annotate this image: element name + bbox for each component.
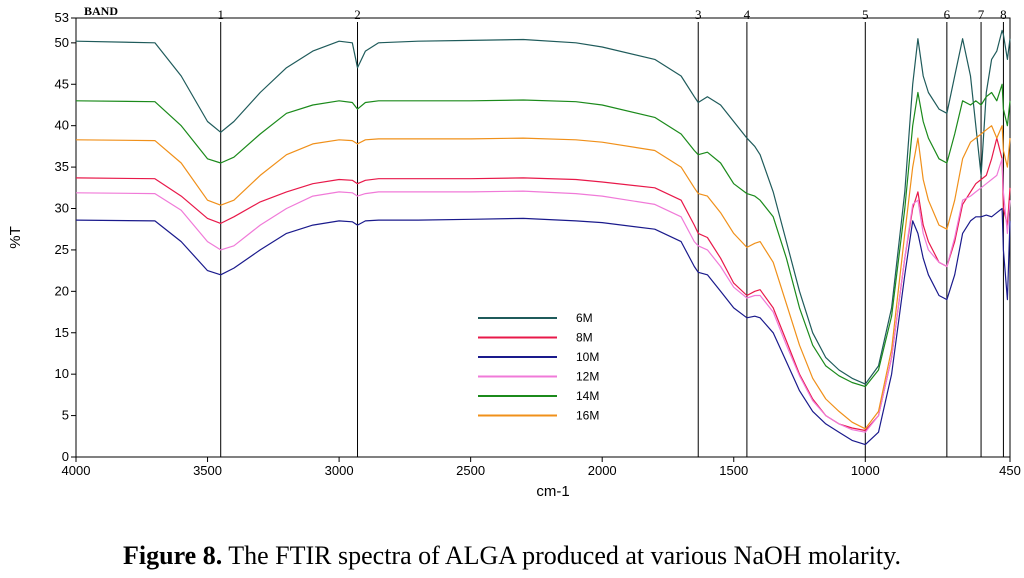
x-tick-label: 450: [999, 463, 1021, 478]
band-label-8: 8: [1000, 7, 1007, 22]
legend: 6M 8M 10M 12M 14M 16M: [478, 311, 599, 423]
band-label-5: 5: [862, 7, 869, 22]
caption-figure-number: Figure 8.: [123, 541, 223, 570]
y-tick-label: 0: [62, 449, 69, 464]
band-label-7: 7: [978, 7, 985, 22]
band-label-1: 1: [217, 7, 224, 22]
caption-text: The FTIR spectra of ALGA produced at var…: [222, 541, 901, 570]
figure-caption: Figure 8. The FTIR spectra of ALGA produ…: [0, 541, 1024, 571]
x-tick-label: 1500: [719, 463, 748, 478]
x-tick-label: 2500: [456, 463, 485, 478]
series-line-14M: [75, 83, 1011, 388]
y-tick-label: 40: [55, 118, 69, 133]
y-tick-label: 10: [55, 366, 69, 381]
band-label-2: 2: [354, 7, 361, 22]
y-tick-label: 15: [55, 325, 69, 340]
series-line-8M: [75, 137, 1011, 432]
legend-label-10M: 10M: [576, 350, 599, 364]
x-axis-title: cm-1: [536, 483, 569, 500]
plot-border: [75, 17, 1011, 458]
y-tick-label: 25: [55, 242, 69, 257]
y-axis-title: %T: [7, 226, 24, 249]
spectra-lines: [75, 29, 1011, 446]
legend-label-14M: 14M: [576, 389, 599, 403]
series-line-6M: [75, 29, 1011, 385]
band-markers: BAND 1 2 3 4 5 6 7 8: [84, 4, 1007, 457]
band-label-4: 4: [744, 7, 751, 22]
band-label-6: 6: [944, 7, 951, 22]
series-line-12M: [75, 158, 1011, 433]
y-tick-label: 53: [55, 10, 69, 25]
legend-label-12M: 12M: [576, 370, 599, 384]
band-label-3: 3: [695, 7, 702, 22]
legend-label-16M: 16M: [576, 409, 599, 423]
series-line-16M: [75, 125, 1011, 430]
y-tick-label: 20: [55, 283, 69, 298]
y-tick-label: 50: [55, 35, 69, 50]
y-tick-label: 35: [55, 159, 69, 174]
x-tick-label: 3000: [325, 463, 354, 478]
plot-frame: [75, 17, 1011, 458]
x-tick-label: 2000: [588, 463, 617, 478]
y-tick-label: 30: [55, 201, 69, 216]
x-tick-label: 3500: [193, 463, 222, 478]
series-line-10M: [75, 207, 1011, 446]
legend-label-6M: 6M: [576, 311, 593, 325]
x-tick-label: 4000: [62, 463, 91, 478]
y-tick-label: 45: [55, 76, 69, 91]
legend-label-8M: 8M: [576, 331, 593, 345]
band-header: BAND: [84, 4, 118, 18]
x-tick-label: 1000: [851, 463, 880, 478]
y-tick-label: 5: [62, 408, 69, 423]
